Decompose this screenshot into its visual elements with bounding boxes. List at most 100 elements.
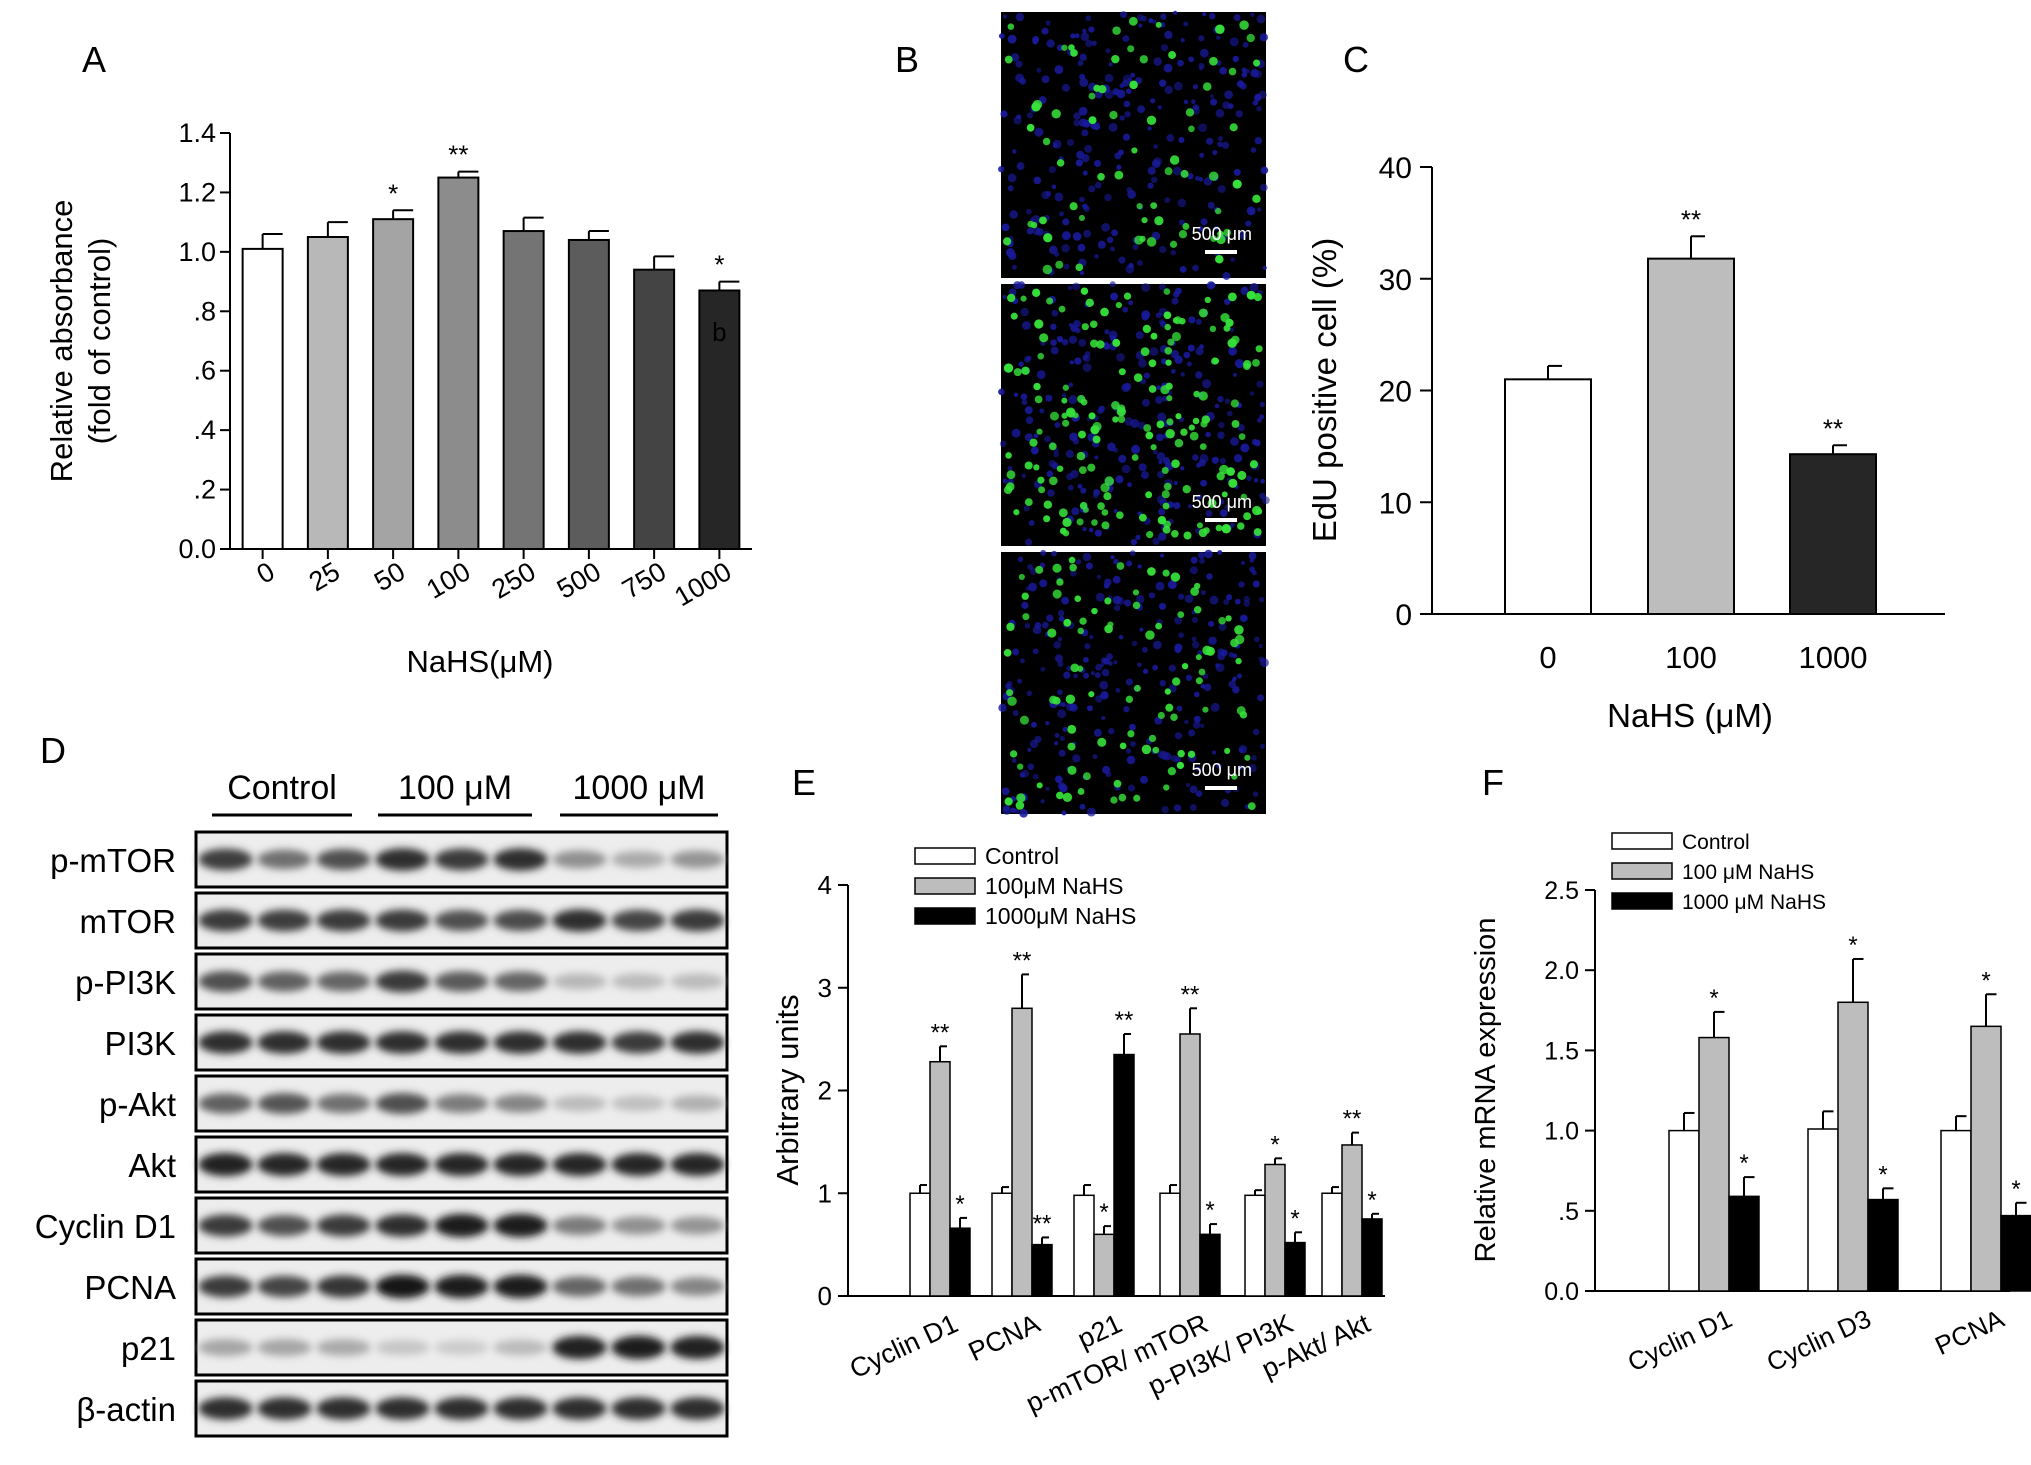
- f-y-tick-label: 1.5: [1544, 1037, 1579, 1065]
- nucleus-dot: [998, 703, 1007, 713]
- nucleus-dot: [1141, 313, 1149, 321]
- chart-f-mrna-expression: 0.0 .5 1.0 1.5 2.0 2.5 * * Cyclin D1 * * Cyclin D3 *…: [1470, 831, 2031, 1377]
- edu-positive-dot: [1161, 490, 1170, 499]
- nucleus-dot: [1011, 264, 1017, 270]
- f-significance: *: [1981, 967, 1990, 994]
- nucleus-dot: [1044, 435, 1051, 443]
- nucleus-dot: [1155, 581, 1165, 591]
- nucleus-dot: [1123, 706, 1130, 713]
- a-bar-50: [372, 218, 415, 551]
- edu-positive-dot: [1164, 167, 1173, 176]
- nucleus-dot: [1033, 433, 1039, 439]
- edu-positive-dot: [1111, 401, 1120, 410]
- edu-positive-dot: [1101, 509, 1109, 516]
- nucleus-dot: [1075, 159, 1083, 167]
- e-bar-p-mtor-mtor-100-m-nahs: [1179, 1033, 1201, 1297]
- nucleus-dot: [1126, 755, 1136, 765]
- edu-positive-dot: [1164, 688, 1171, 695]
- edu-positive-dot: [1007, 696, 1017, 706]
- edu-positive-dot: [1187, 750, 1196, 759]
- edu-positive-dot: [1058, 508, 1068, 518]
- edu-positive-dot: [1217, 230, 1224, 238]
- nucleus-dot: [1248, 552, 1257, 560]
- edu-positive-dot: [1185, 108, 1195, 117]
- nucleus-dot: [1195, 790, 1203, 797]
- edu-positive-dot: [1189, 431, 1199, 441]
- edu-positive-dot: [1136, 202, 1143, 210]
- edu-positive-dot: [1088, 691, 1095, 698]
- scale-bar: [1205, 518, 1237, 522]
- scale-bar-label: 500 μm: [1192, 492, 1252, 512]
- blot-band: [375, 848, 430, 871]
- edu-positive-dot: [1133, 373, 1143, 382]
- e-significance: *: [955, 1191, 964, 1218]
- blot-band: [493, 1094, 548, 1113]
- nucleus-dot: [1162, 457, 1171, 465]
- blot-band: [552, 1153, 607, 1176]
- nucleus-dot: [1057, 609, 1065, 617]
- nucleus-dot: [1057, 709, 1067, 719]
- edu-positive-dot: [1015, 801, 1025, 810]
- nucleus-dot: [1183, 351, 1191, 359]
- nucleus-dot: [1259, 414, 1265, 420]
- nucleus-dot: [1013, 392, 1019, 397]
- e-x-tick-label: PCNA: [964, 1308, 1045, 1367]
- c-significance: **: [1823, 413, 1843, 443]
- c-significance: **: [1681, 204, 1701, 234]
- nucleus-dot: [1082, 203, 1088, 210]
- a-significance: **: [448, 140, 468, 170]
- blot-band: [434, 1213, 489, 1238]
- a-bar-750: [633, 268, 676, 550]
- nucleus-dot: [1032, 648, 1039, 655]
- edu-positive-dot: [1228, 478, 1238, 488]
- nucleus-dot: [1068, 382, 1074, 388]
- edu-positive-dot: [1125, 695, 1134, 704]
- nucleus-dot: [1173, 166, 1182, 176]
- edu-positive-dot: [1115, 301, 1122, 309]
- c-y-axis-label: EdU positive cell (%): [1306, 238, 1343, 542]
- nucleus-dot: [1132, 243, 1139, 251]
- nucleus-dot: [1187, 344, 1195, 352]
- nucleus-dot: [1092, 754, 1098, 760]
- nucleus-dot: [1061, 596, 1070, 605]
- edu-positive-dot: [1009, 750, 1018, 758]
- edu-positive-dot: [1139, 55, 1148, 64]
- nucleus-dot: [1093, 159, 1102, 168]
- edu-positive-dot: [1180, 428, 1188, 436]
- nucleus-dot: [1045, 191, 1052, 197]
- a-y-axis-label: (fold of control): [82, 238, 117, 445]
- nucleus-dot: [1257, 417, 1262, 423]
- c-x-tick-label: 0: [1539, 640, 1556, 675]
- nucleus-dot: [1223, 599, 1230, 605]
- e-bar-p-akt-akt-100-m-nahs: [1341, 1144, 1363, 1297]
- nucleus-dot: [1208, 620, 1215, 627]
- blot-band: [257, 1339, 312, 1356]
- e-bar-cyclin-d1-100-m-nahs: [929, 1060, 951, 1297]
- edu-positive-dot: [1163, 311, 1172, 320]
- nucleus-dot: [1192, 264, 1199, 272]
- nucleus-dot: [1030, 721, 1037, 728]
- edu-positive-dot: [1133, 794, 1141, 802]
- edu-positive-dot: [1211, 357, 1219, 365]
- nucleus-dot: [1029, 739, 1039, 749]
- nucleus-dot: [1236, 673, 1243, 679]
- nucleus-dot: [1063, 263, 1070, 270]
- nucleus-dot: [1108, 661, 1113, 666]
- nucleus-dot: [1113, 558, 1119, 565]
- blot-row-label: p21: [121, 1330, 176, 1367]
- nucleus-dot: [1101, 657, 1108, 664]
- edu-positive-dot: [1077, 627, 1085, 635]
- nucleus-dot: [1173, 81, 1183, 91]
- nucleus-dot: [1151, 159, 1161, 168]
- nucleus-dot: [1207, 201, 1215, 209]
- nucleus-dot: [1161, 44, 1169, 52]
- nucleus-dot: [1206, 281, 1216, 290]
- nucleus-dot: [1170, 350, 1180, 359]
- nucleus-dot: [1068, 322, 1074, 328]
- edu-positive-dot: [1003, 363, 1014, 373]
- blot-band: [316, 909, 371, 932]
- edu-positive-dot: [1171, 331, 1182, 342]
- edu-positive-dot: [1239, 20, 1249, 30]
- nucleus-dot: [1130, 419, 1140, 428]
- nucleus-dot: [1104, 73, 1114, 83]
